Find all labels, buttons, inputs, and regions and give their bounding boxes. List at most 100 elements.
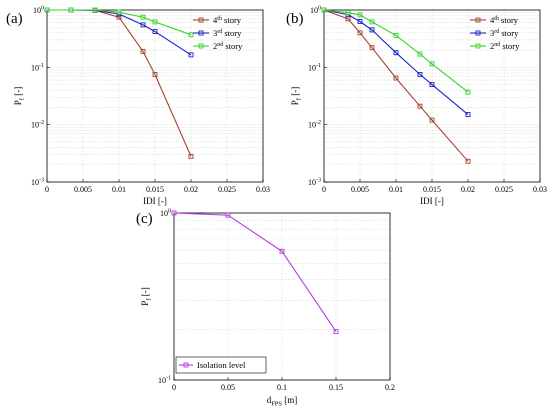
y-tick-label: 10-3 (308, 178, 321, 188)
chart-panel-b: 0 0.005 0.01 0.015 0.02 0.025 0.03 100 10-1 10-2 1… (286, 6, 547, 207)
x-tick-label: 0.05 (221, 383, 235, 392)
data-point (152, 29, 158, 35)
data-point (188, 52, 194, 58)
x-tick-label: 0.025 (495, 185, 513, 194)
legend-label: 3rd story (213, 28, 242, 38)
x-tick-label: 0.015 (146, 185, 164, 194)
x-tick-label: 0.01 (112, 185, 126, 194)
legend: Isolation level (175, 356, 267, 374)
data-point (465, 158, 471, 164)
panel-label: (b) (286, 11, 304, 27)
x-axis-title: IDI [-] (143, 196, 167, 206)
data-point (357, 12, 363, 18)
data-point (188, 32, 194, 38)
legend-marker (198, 30, 204, 36)
data-point (357, 19, 363, 24)
y-tick-label: 100 (33, 6, 44, 16)
data-point (279, 248, 285, 254)
data-point (417, 51, 423, 57)
data-point (393, 75, 399, 81)
y-tick-label: 10-1 (31, 63, 44, 73)
x-tick-label: 0 (322, 185, 326, 194)
data-point (429, 117, 435, 123)
data-point (465, 89, 471, 95)
data-point (369, 27, 375, 33)
y-tick-label: 10-3 (31, 178, 44, 188)
x-tick-label: 0.025 (218, 185, 236, 194)
data-point (116, 9, 122, 15)
legend-label: 3rd story (490, 28, 519, 38)
legend-label: 4th story (490, 15, 519, 25)
plot-frame (173, 212, 391, 381)
legend: 4th story 3rd story 2nd story (470, 15, 520, 51)
legend-box (175, 356, 267, 374)
y-tick-label: 10-2 (308, 120, 321, 129)
legend-marker (198, 43, 204, 49)
legend-label: 2nd story (213, 41, 243, 51)
data-point (225, 212, 231, 218)
data-point (92, 7, 98, 13)
plot-frame (323, 9, 541, 183)
y-axis-title: Pf [-] (13, 87, 26, 105)
legend-marker (475, 43, 481, 49)
data-point (369, 45, 375, 51)
legend-label: Isolation level (197, 360, 246, 370)
x-tick-label: 0.15 (329, 383, 343, 392)
data-point (152, 72, 158, 77)
y-tick-label: 10-2 (31, 120, 44, 129)
legend-marker (475, 30, 481, 36)
panel-label: (c) (136, 211, 153, 227)
x-tick-label: 0.01 (389, 185, 403, 194)
x-tick-label: 0.005 (74, 185, 92, 194)
x-tick-label: 0.03 (533, 185, 547, 194)
data-point (171, 210, 177, 216)
data-point (68, 7, 74, 13)
x-axis-title: IDI [-] (420, 196, 444, 206)
y-tick-label: 10-1 (158, 376, 171, 386)
legend: 4th story 3rd story 2nd story (193, 15, 243, 51)
legend-marker (475, 17, 481, 23)
x-tick-label: 0.005 (351, 185, 369, 194)
x-axis-title: dFPS [m] (267, 395, 298, 408)
data-point (188, 153, 194, 159)
data-point (140, 48, 146, 54)
data-point (116, 14, 122, 20)
x-tick-label: 0 (45, 185, 49, 194)
data-point (393, 50, 399, 56)
data-point (429, 61, 435, 67)
y-tick-label: 100 (310, 6, 321, 16)
data-point (140, 22, 146, 28)
legend-label: 2nd story (490, 41, 520, 51)
series-line (47, 9, 192, 36)
data-point (393, 32, 399, 38)
chart-panel-a: 0 0.005 0.01 0.015 0.02 0.025 0.03 100 10-1 10-2 1… (6, 6, 270, 207)
x-tick-label: 0.015 (423, 185, 441, 194)
data-point (44, 7, 50, 13)
data-point (321, 7, 327, 13)
data-point (369, 19, 375, 25)
data-point (152, 19, 158, 25)
x-tick-label: 0 (172, 383, 176, 392)
data-point (429, 82, 435, 88)
y-tick-label: 100 (160, 209, 171, 219)
x-tick-label: 0.02 (184, 185, 198, 194)
data-point (357, 30, 363, 36)
data-point (417, 103, 423, 109)
y-tick-label: 10-1 (308, 63, 321, 73)
data-point (333, 329, 339, 335)
data-point (345, 10, 351, 16)
legend-marker (198, 17, 204, 23)
y-axis-title: Pf [-] (140, 287, 153, 305)
legend-label: 4th story (213, 15, 242, 25)
x-tick-label: 0.03 (256, 185, 270, 194)
x-tick-label: 0.1 (277, 383, 287, 392)
data-point (417, 72, 423, 77)
legend-marker (183, 362, 189, 368)
x-tick-label: 0.02 (461, 185, 475, 194)
y-axis-title: Pf [-] (290, 87, 303, 105)
chart-panel-c: 0 0.05 0.1 0.15 0.2 100 10-1 Isolation level dFP… (136, 209, 395, 408)
panel-label: (a) (6, 11, 23, 27)
data-point (465, 112, 471, 118)
x-tick-label: 0.2 (385, 383, 395, 392)
